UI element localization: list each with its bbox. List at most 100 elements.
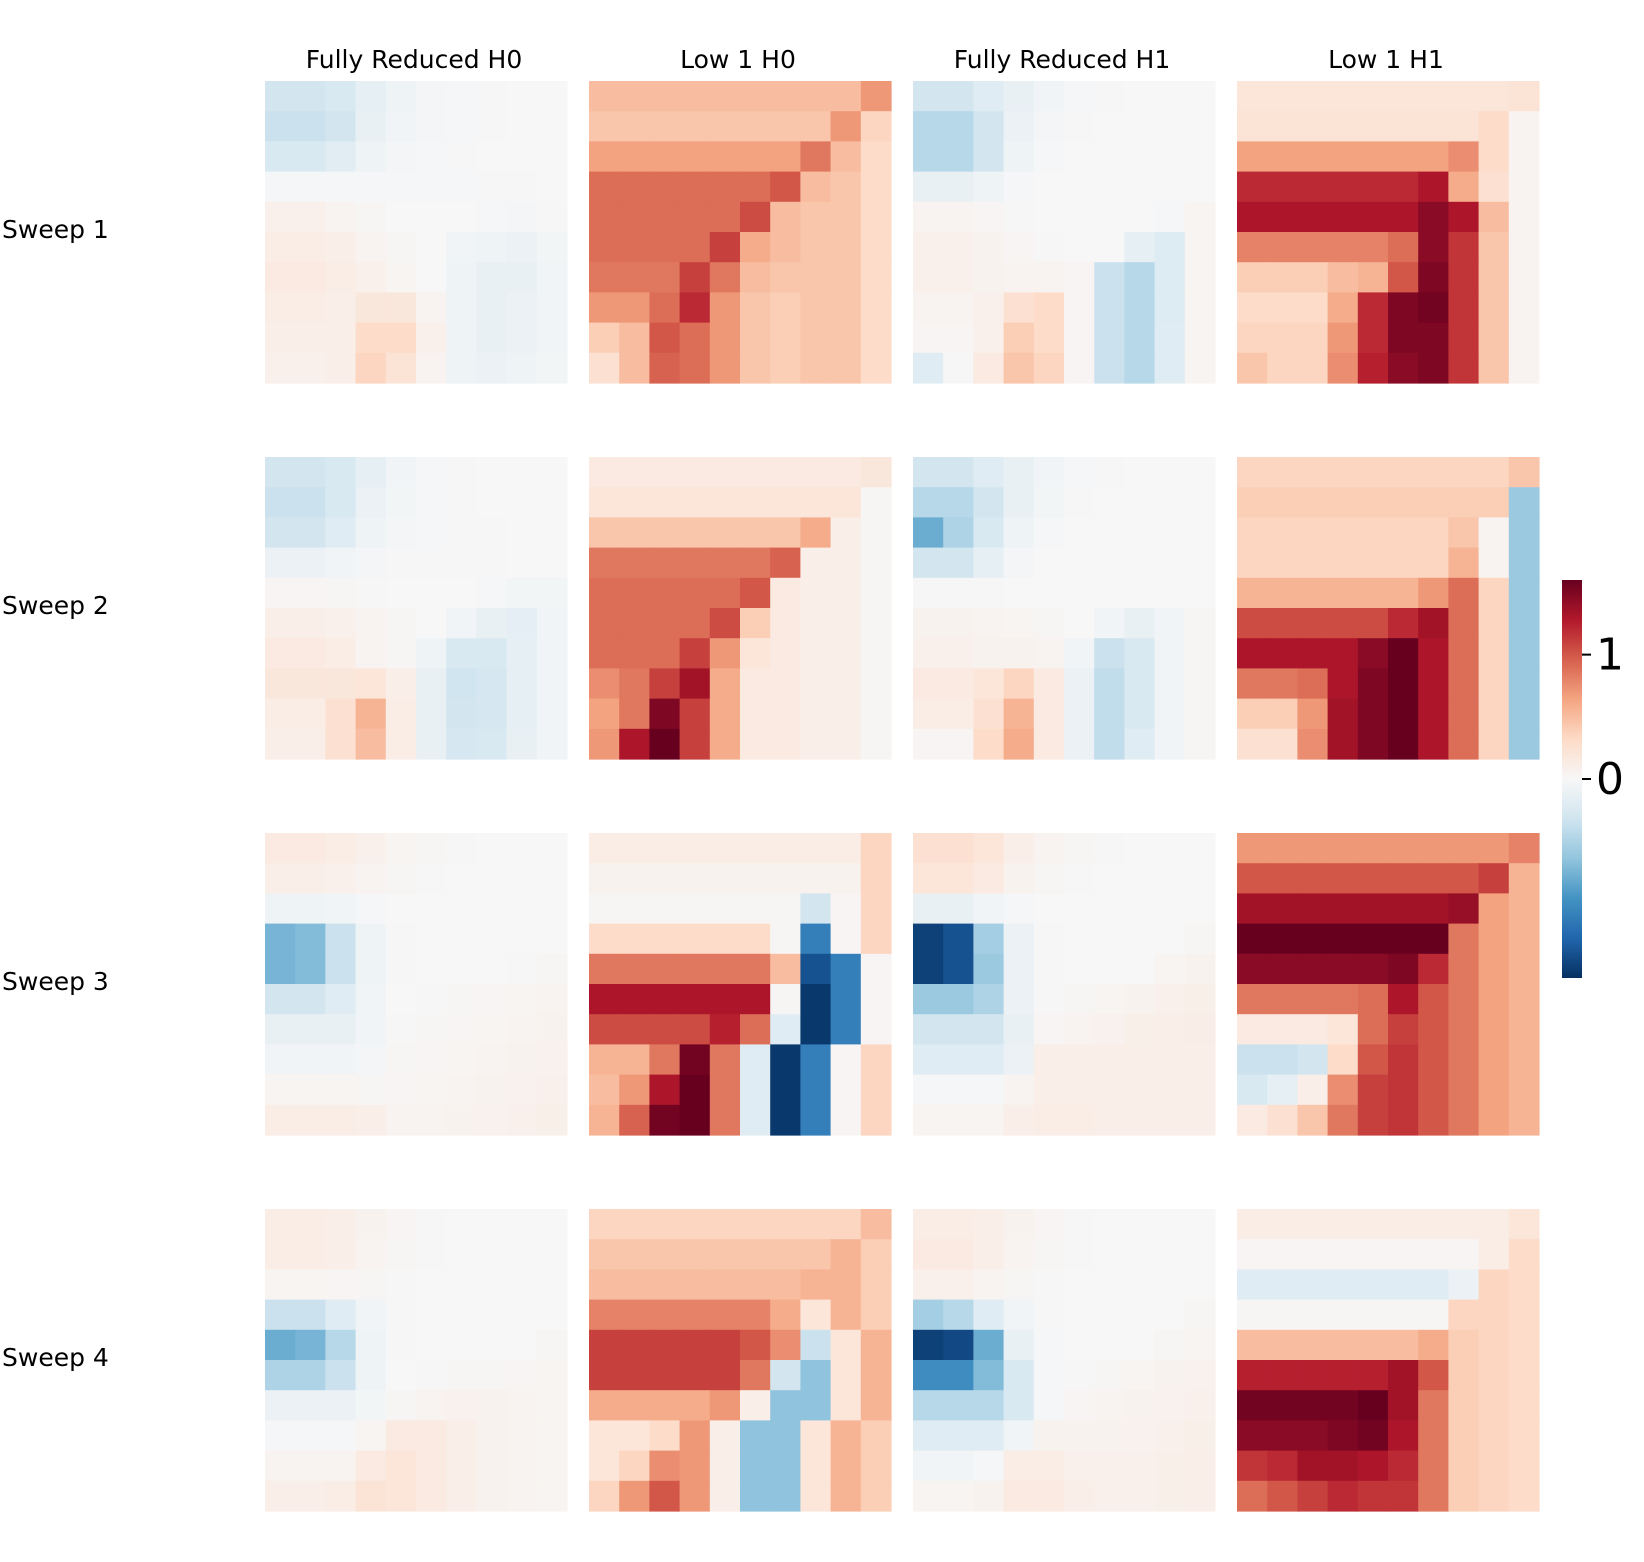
heatmap-cell	[619, 141, 650, 173]
heatmap-cell	[476, 728, 508, 760]
heatmap-cell	[1237, 1014, 1268, 1045]
heatmap-cell	[1184, 577, 1216, 609]
heatmap-cell	[355, 487, 387, 518]
heatmap-cell	[325, 1239, 357, 1270]
heatmap-cell	[913, 698, 944, 730]
heatmap-cell	[679, 322, 711, 354]
heatmap-cell	[860, 517, 892, 549]
heatmap-cell	[649, 608, 681, 639]
heatmap-cell	[619, 984, 650, 1015]
heatmap-cell	[506, 201, 538, 233]
heatmap-cell	[770, 81, 801, 112]
heatmap-cell	[385, 141, 417, 173]
heatmap-cell	[1094, 1480, 1125, 1512]
row-label-sweep-1: Sweep 1	[2, 215, 109, 244]
heatmap-cell	[800, 953, 832, 985]
heatmap-cell	[355, 1269, 387, 1301]
heatmap-cell	[913, 322, 944, 354]
heatmap-cell	[1388, 1239, 1419, 1270]
heatmap-cell	[446, 517, 477, 549]
heatmap-cell	[1418, 141, 1449, 173]
heatmap-cell	[325, 262, 357, 293]
heatmap-cell	[536, 457, 568, 488]
heatmap-cell	[416, 728, 447, 760]
heatmap-cell	[589, 1329, 620, 1361]
heatmap-cell	[416, 1044, 447, 1076]
heatmap-cell	[1033, 111, 1065, 142]
heatmap-cell	[830, 1014, 862, 1045]
heatmap-cell	[536, 1044, 568, 1076]
heatmap-cell	[536, 698, 568, 730]
heatmap-cell	[1064, 953, 1095, 985]
heatmap-cell	[1297, 833, 1329, 864]
heatmap-cell	[295, 517, 326, 549]
heatmap-cell	[649, 1014, 681, 1045]
heatmap-cell	[295, 1014, 326, 1045]
heatmap-cell	[1003, 668, 1035, 700]
heatmap-cell	[973, 863, 1005, 894]
heatmap-cell	[265, 547, 296, 579]
heatmap-cell	[416, 1014, 447, 1045]
heatmap-cell	[476, 457, 508, 488]
heatmap-cell	[740, 953, 771, 985]
heatmap-cell	[355, 923, 387, 955]
heatmap-cell	[619, 322, 650, 354]
heatmap-cell	[589, 833, 620, 864]
heatmap-cell	[1124, 262, 1156, 293]
heatmap-cell	[1508, 608, 1540, 639]
heatmap-cell	[1184, 1450, 1216, 1482]
heatmap-cell	[913, 111, 944, 142]
heatmap-cell	[1184, 863, 1216, 894]
heatmap-cell	[1357, 1390, 1389, 1421]
heatmap-cell	[446, 863, 477, 894]
heatmap-cell	[325, 608, 357, 639]
heatmap-cell	[1388, 1074, 1419, 1106]
heatmap-cell	[506, 141, 538, 173]
heatmap-cell	[770, 171, 801, 203]
heatmap-cell	[1478, 232, 1510, 263]
heatmap-cell	[295, 608, 326, 639]
heatmap-cell	[800, 923, 832, 955]
heatmap-cell	[589, 863, 620, 894]
heatmap-cell	[740, 141, 771, 173]
heatmap-cell	[1297, 1014, 1329, 1045]
heatmap-cell	[913, 984, 944, 1015]
heatmap-cell	[1184, 1209, 1216, 1240]
heatmap-cell	[1418, 1390, 1449, 1421]
heatmap-cell	[1267, 547, 1298, 579]
heatmap-cell	[679, 171, 711, 203]
heatmap-cell	[913, 577, 944, 609]
heatmap-cell	[265, 1209, 296, 1240]
heatmap-cell	[1478, 292, 1510, 324]
heatmap-cell	[1327, 638, 1359, 669]
heatmap-cell	[1124, 833, 1156, 864]
heatmap-cell	[385, 1329, 417, 1361]
heatmap-cell	[1033, 1074, 1065, 1106]
heatmap-cell	[416, 1074, 447, 1106]
heatmap-cell	[325, 1450, 357, 1482]
heatmap-cell	[740, 728, 771, 760]
heatmap-cell	[1184, 1014, 1216, 1045]
heatmap-cell	[265, 1014, 296, 1045]
heatmap-cell	[860, 1269, 892, 1301]
heatmap-cell	[385, 1420, 417, 1452]
heatmap-cell	[385, 1450, 417, 1482]
heatmap-cell	[740, 171, 771, 203]
heatmap-cell	[1508, 171, 1540, 203]
heatmap-cell	[1064, 608, 1095, 639]
heatmap-cell	[536, 923, 568, 955]
heatmap-cell	[1478, 141, 1510, 173]
heatmap-cell	[1388, 352, 1419, 384]
heatmap-cell	[1448, 1450, 1480, 1482]
heatmap-cell	[355, 893, 387, 925]
heatmap-cell	[416, 201, 447, 233]
heatmap-cell	[536, 1239, 568, 1270]
heatmap-cell	[1448, 1329, 1480, 1361]
heatmap-cell	[1327, 1209, 1359, 1240]
heatmap-cell	[1448, 923, 1480, 955]
heatmap-cell	[1033, 923, 1065, 955]
heatmap-cell	[860, 487, 892, 518]
heatmap-cell	[943, 1269, 974, 1301]
heatmap-cell	[589, 547, 620, 579]
heatmap-cell	[1184, 668, 1216, 700]
